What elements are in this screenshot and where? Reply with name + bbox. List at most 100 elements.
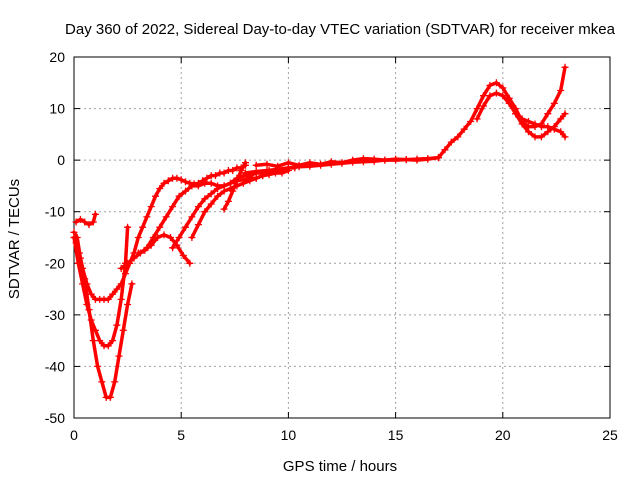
data-point bbox=[83, 301, 91, 308]
data-point bbox=[160, 179, 168, 187]
data-point bbox=[134, 249, 142, 257]
plus-marker bbox=[480, 92, 487, 100]
series-line bbox=[254, 155, 441, 169]
series-line bbox=[72, 230, 134, 400]
data-series bbox=[134, 231, 194, 267]
plus-marker bbox=[220, 187, 228, 195]
plus-marker bbox=[224, 197, 232, 205]
data-point bbox=[492, 79, 500, 87]
plus-marker bbox=[413, 156, 421, 164]
data-point bbox=[194, 203, 202, 211]
data-point bbox=[561, 133, 569, 141]
plus-marker bbox=[212, 172, 219, 180]
plus-marker bbox=[87, 316, 95, 324]
data-point bbox=[188, 213, 196, 221]
data-point bbox=[70, 234, 78, 241]
data-series bbox=[70, 161, 249, 303]
plus-marker bbox=[81, 218, 89, 226]
plus-marker bbox=[156, 185, 164, 192]
data-series bbox=[252, 154, 442, 170]
data-point bbox=[173, 174, 181, 182]
axis-ticks: 0 5 10 15 20 25 -50 -40 -30 -20 -10 0 10 20 bbox=[45, 49, 618, 443]
data-point bbox=[531, 120, 539, 128]
plus-marker bbox=[492, 79, 500, 87]
data-point bbox=[441, 146, 449, 154]
data-point bbox=[201, 208, 209, 216]
data-point bbox=[96, 337, 104, 345]
plus-marker bbox=[531, 120, 539, 128]
plus-marker bbox=[154, 234, 162, 241]
data-point bbox=[246, 177, 254, 185]
plus-marker bbox=[460, 125, 468, 133]
plus-marker bbox=[201, 208, 209, 216]
data-point bbox=[557, 115, 565, 123]
data-point bbox=[207, 179, 215, 187]
plus-marker bbox=[207, 190, 215, 198]
plus-marker bbox=[201, 195, 209, 203]
plus-marker bbox=[194, 182, 202, 190]
data-point bbox=[214, 192, 222, 200]
plus-marker bbox=[160, 231, 168, 239]
y-tick-label: -50 bbox=[45, 410, 65, 426]
data-point bbox=[122, 270, 129, 278]
plus-marker bbox=[252, 174, 260, 182]
data-point bbox=[109, 290, 117, 298]
plus-marker bbox=[124, 223, 132, 231]
plus-marker bbox=[117, 295, 125, 303]
data-point bbox=[147, 241, 155, 249]
plus-marker bbox=[349, 156, 357, 164]
plus-marker bbox=[156, 223, 164, 231]
plus-marker bbox=[182, 187, 189, 195]
data-point bbox=[201, 195, 209, 203]
plus-marker bbox=[220, 169, 228, 177]
data-point bbox=[295, 161, 303, 169]
data-points bbox=[70, 63, 569, 401]
x-tick-label: 0 bbox=[70, 427, 78, 443]
plus-marker bbox=[72, 239, 80, 247]
plus-marker bbox=[252, 168, 260, 175]
plus-marker bbox=[194, 221, 202, 229]
data-point bbox=[252, 168, 260, 175]
plus-marker bbox=[263, 160, 271, 168]
x-tick-label: 5 bbox=[177, 427, 185, 443]
data-point bbox=[117, 295, 125, 303]
plus-marker bbox=[130, 254, 138, 262]
y-tick-label: -10 bbox=[45, 204, 65, 220]
data-point bbox=[179, 252, 187, 259]
data-point bbox=[237, 167, 245, 174]
data-point bbox=[467, 118, 475, 125]
plus-marker bbox=[173, 174, 181, 182]
plus-marker bbox=[370, 155, 378, 163]
data-point bbox=[113, 321, 121, 329]
data-point bbox=[435, 154, 442, 162]
plus-marker bbox=[160, 179, 168, 187]
data-point bbox=[177, 176, 185, 184]
data-series bbox=[220, 159, 249, 213]
data-point bbox=[486, 81, 494, 89]
data-series bbox=[169, 167, 292, 252]
chart-title: Day 360 of 2022, Sidereal Day-to-day VTE… bbox=[65, 21, 616, 38]
plus-marker bbox=[164, 177, 172, 185]
plus-marker bbox=[177, 176, 185, 184]
data-point bbox=[561, 110, 569, 118]
data-point bbox=[473, 105, 481, 113]
plus-marker bbox=[544, 123, 552, 131]
series-line bbox=[222, 160, 248, 211]
y-tick-label: -30 bbox=[45, 307, 65, 323]
data-point bbox=[152, 192, 159, 200]
data-point bbox=[239, 179, 247, 187]
data-point bbox=[83, 280, 91, 288]
data-point bbox=[203, 174, 211, 182]
data-point bbox=[242, 159, 249, 167]
plus-marker bbox=[435, 154, 442, 162]
plus-marker bbox=[557, 87, 565, 94]
x-tick-label: 20 bbox=[495, 427, 511, 443]
plus-marker bbox=[214, 185, 222, 192]
data-point bbox=[139, 223, 147, 231]
data-point bbox=[124, 259, 132, 267]
plus-marker bbox=[117, 280, 125, 288]
plus-marker bbox=[91, 326, 99, 334]
data-point bbox=[447, 138, 455, 146]
plus-marker bbox=[162, 213, 170, 221]
plus-marker bbox=[480, 102, 487, 110]
